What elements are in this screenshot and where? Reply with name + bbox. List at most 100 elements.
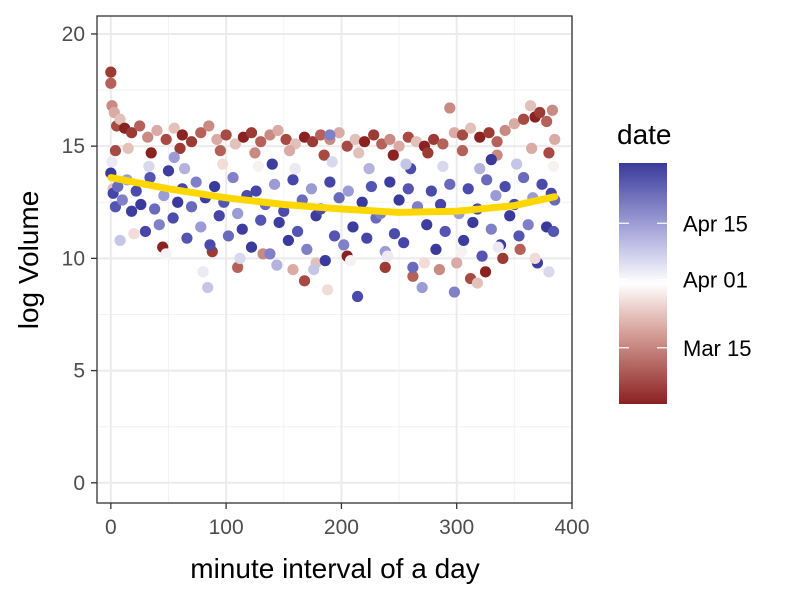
scatter-point: [393, 140, 405, 152]
scatter-point: [513, 230, 525, 242]
x-tick-label: 200: [324, 516, 359, 539]
scatter-point: [217, 158, 229, 170]
scatter-point: [214, 145, 226, 157]
scatter-point: [485, 223, 497, 235]
scatter-point: [185, 136, 198, 148]
scatter-point: [474, 131, 486, 143]
scatter-point: [381, 250, 394, 262]
scatter-point: [514, 243, 526, 256]
scatter-point: [384, 176, 396, 188]
y-tick-label: 5: [73, 360, 85, 383]
scatter-point: [232, 261, 244, 273]
scatter-point: [168, 122, 180, 134]
scatter-point: [467, 216, 479, 229]
scatter-point: [456, 145, 469, 157]
scatter-point: [232, 207, 244, 220]
scatter-point: [384, 133, 396, 146]
scatter-point: [167, 212, 179, 224]
scatter-point: [511, 158, 523, 170]
scatter-point: [476, 250, 488, 262]
scatter-point: [153, 219, 165, 231]
scatter-point: [407, 270, 419, 282]
scatter-point: [448, 286, 461, 298]
scatter-point: [208, 180, 221, 193]
scatter-point: [351, 290, 364, 303]
legend-label: Mar 15: [683, 336, 751, 361]
scatter-point: [142, 131, 154, 143]
y-tick-label: 0: [73, 472, 85, 495]
scatter-point: [541, 115, 553, 128]
scatter-point: [160, 133, 172, 146]
legend-ticks: Apr 15 Apr 01 Mar 15: [619, 211, 751, 361]
scatter-point: [185, 201, 198, 213]
scatter-point: [197, 266, 209, 278]
scatter-point: [524, 100, 537, 112]
scatter-point: [361, 232, 373, 244]
scatter-point: [517, 171, 530, 184]
scatter-point: [122, 142, 134, 155]
scatter-point: [143, 160, 155, 172]
scatter-point: [425, 185, 437, 197]
y-axis-ticks: 0 5 10 15 20: [62, 23, 97, 495]
legend-colorbar: [619, 163, 667, 404]
scatter-point: [379, 261, 391, 273]
scatter-point: [252, 160, 265, 172]
scatter-point: [402, 183, 414, 195]
scatter-point: [125, 205, 138, 217]
scatter-point: [268, 178, 281, 190]
scatter-point: [114, 113, 126, 125]
scatter-point: [283, 145, 296, 157]
scatter-point: [345, 255, 357, 267]
scatter-point: [179, 163, 191, 175]
scatter-point: [245, 127, 258, 139]
y-tick-label: 15: [62, 135, 85, 158]
scatter-point: [289, 163, 301, 175]
scatter-point: [398, 237, 410, 249]
scatter-point: [434, 198, 447, 211]
scatter-point: [149, 203, 161, 215]
scatter-point: [400, 158, 412, 170]
scatter-point: [319, 255, 331, 267]
scatter-point: [249, 147, 261, 159]
scatter-point: [105, 77, 117, 89]
scatter-point: [245, 241, 258, 253]
scatter-point: [471, 277, 484, 289]
scatter-point: [347, 221, 359, 233]
scatter-point: [428, 133, 440, 146]
scatter-point: [292, 225, 304, 238]
minor-grid-lines: [97, 16, 572, 503]
scatter-point: [114, 234, 126, 247]
scatter-point: [437, 138, 449, 150]
scatter-point: [455, 246, 467, 258]
scatter-point: [321, 284, 334, 296]
scatter-point: [145, 147, 157, 159]
scatter-point: [547, 160, 560, 172]
scatter-point: [479, 266, 492, 278]
scatter-point: [160, 248, 172, 260]
scatter-point: [106, 156, 118, 168]
scatter-point: [333, 192, 345, 204]
scatter-point: [229, 138, 241, 150]
scatter-point: [134, 120, 146, 132]
scatter-point: [543, 147, 555, 159]
scatter-point: [236, 223, 248, 235]
x-tick-label: 0: [105, 516, 117, 539]
scatter-point: [105, 66, 117, 78]
scatter-point: [418, 257, 431, 269]
scatter-point: [526, 142, 538, 155]
scatter-point: [326, 156, 338, 168]
scatter-point: [144, 171, 156, 184]
scatter-point: [278, 205, 290, 217]
scatter-point: [139, 225, 152, 238]
scatter-point: [387, 149, 399, 161]
scatter-point: [546, 104, 559, 116]
scatter-point: [522, 219, 534, 231]
scatter-point: [109, 201, 122, 213]
scatter-point: [195, 221, 207, 233]
scatter-point: [112, 180, 124, 193]
scatter-point: [444, 102, 456, 114]
scatter-point: [195, 127, 207, 139]
scatter-point: [181, 232, 193, 244]
plot-panel-background: [97, 16, 572, 503]
